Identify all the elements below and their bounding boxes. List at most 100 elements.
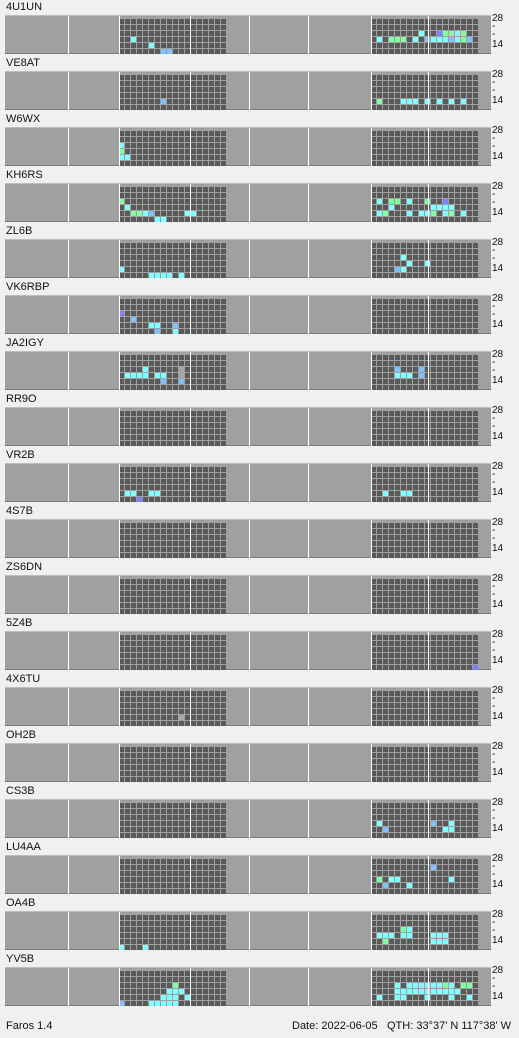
right-empty-cell	[383, 479, 388, 484]
right-empty-cell	[425, 417, 430, 422]
left-empty-cell	[215, 379, 220, 384]
right-empty-cell	[407, 417, 412, 422]
left-empty-cell	[119, 217, 124, 222]
axis-tick-mid: -	[492, 365, 496, 376]
left-empty-cell	[221, 149, 226, 154]
left-empty-cell	[197, 803, 202, 808]
right-empty-cell	[413, 249, 418, 254]
left-empty-cell	[125, 43, 130, 48]
right-empty-cell	[437, 541, 442, 546]
left-empty-cell	[209, 541, 214, 546]
left-empty-cell	[209, 19, 214, 24]
right-empty-cell	[419, 759, 424, 764]
left-empty-cell	[119, 137, 124, 142]
left-empty-cell	[209, 491, 214, 496]
left-empty-cell	[209, 43, 214, 48]
left-empty-cell	[173, 933, 178, 938]
left-empty-cell	[131, 753, 136, 758]
right-empty-cell	[395, 865, 400, 870]
right-empty-cell	[461, 945, 466, 950]
right-empty-cell	[461, 697, 466, 702]
right-empty-cell	[461, 971, 466, 976]
right-empty-cell	[407, 529, 412, 534]
left-empty-cell	[137, 927, 142, 932]
right-signal-cell	[383, 211, 388, 216]
right-empty-cell	[383, 815, 388, 820]
right-empty-cell	[467, 193, 472, 198]
right-empty-cell	[371, 715, 376, 720]
left-empty-cell	[191, 535, 196, 540]
right-empty-cell	[449, 809, 454, 814]
left-empty-cell	[221, 697, 226, 702]
left-empty-cell	[131, 889, 136, 894]
right-empty-cell	[443, 771, 448, 776]
right-empty-cell	[383, 385, 388, 390]
right-empty-cell	[425, 435, 430, 440]
left-empty-cell	[215, 541, 220, 546]
right-empty-cell	[413, 87, 418, 92]
left-empty-cell	[197, 709, 202, 714]
left-empty-cell	[203, 721, 208, 726]
right-empty-cell	[449, 803, 454, 808]
right-empty-cell	[383, 305, 388, 310]
right-empty-cell	[383, 1001, 388, 1006]
left-empty-cell	[191, 473, 196, 478]
left-empty-cell	[221, 43, 226, 48]
right-empty-cell	[425, 93, 430, 98]
left-empty-cell	[209, 921, 214, 926]
left-empty-cell	[149, 435, 154, 440]
left-signal-cell	[161, 49, 166, 54]
right-empty-cell	[419, 921, 424, 926]
right-empty-cell	[395, 647, 400, 652]
right-empty-cell	[413, 311, 418, 316]
left-empty-cell	[173, 217, 178, 222]
right-empty-cell	[377, 883, 382, 888]
right-signal-cell	[389, 877, 394, 882]
right-signal-cell	[431, 821, 436, 826]
left-empty-cell	[173, 467, 178, 472]
right-empty-cell	[449, 591, 454, 596]
right-empty-cell	[443, 423, 448, 428]
left-empty-cell	[221, 311, 226, 316]
left-empty-cell	[125, 591, 130, 596]
right-empty-cell	[407, 217, 412, 222]
left-empty-cell	[131, 255, 136, 260]
right-empty-cell	[371, 385, 376, 390]
right-empty-cell	[371, 37, 376, 42]
right-empty-cell	[371, 547, 376, 552]
left-empty-cell	[131, 379, 136, 384]
right-signal-cell	[449, 877, 454, 882]
left-empty-cell	[209, 137, 214, 142]
right-empty-cell	[413, 871, 418, 876]
right-signal-cell	[461, 99, 466, 104]
left-empty-cell	[161, 479, 166, 484]
right-empty-cell	[461, 417, 466, 422]
left-empty-cell	[203, 833, 208, 838]
left-empty-cell	[221, 305, 226, 310]
right-empty-cell	[431, 553, 436, 558]
left-empty-cell	[143, 87, 148, 92]
right-empty-cell	[455, 143, 460, 148]
right-empty-cell	[383, 665, 388, 670]
beacon-callsign: VR2B	[6, 449, 35, 461]
right-empty-cell	[437, 609, 442, 614]
left-empty-cell	[167, 87, 172, 92]
left-empty-cell	[119, 603, 124, 608]
right-empty-cell	[383, 317, 388, 322]
right-empty-cell	[473, 143, 478, 148]
right-empty-cell	[467, 217, 472, 222]
left-empty-cell	[221, 771, 226, 776]
right-empty-cell	[401, 653, 406, 658]
right-empty-cell	[437, 361, 442, 366]
right-empty-cell	[461, 865, 466, 870]
left-signal-cell	[137, 211, 142, 216]
left-empty-cell	[191, 217, 196, 222]
left-empty-cell	[185, 865, 190, 870]
left-empty-cell	[149, 553, 154, 558]
right-empty-cell	[449, 261, 454, 266]
right-empty-cell	[431, 541, 436, 546]
right-empty-cell	[401, 75, 406, 80]
left-empty-cell	[197, 1001, 202, 1006]
right-empty-cell	[473, 971, 478, 976]
right-empty-cell	[407, 635, 412, 640]
